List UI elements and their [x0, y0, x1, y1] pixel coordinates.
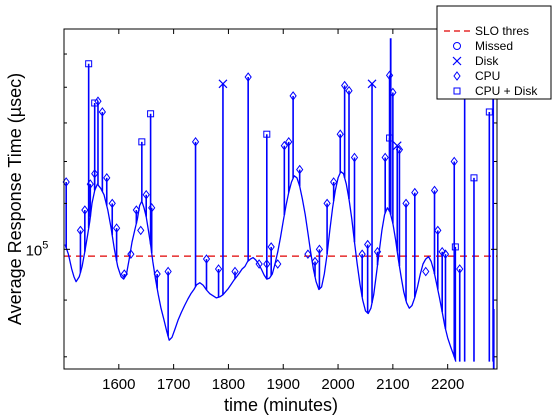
diamond-marker	[112, 223, 121, 233]
x-tick-label: 1600	[102, 376, 135, 393]
y-tick-label: 105	[26, 239, 49, 259]
square-marker	[147, 110, 155, 118]
legend-entry: CPU	[453, 69, 500, 83]
legend-label: CPU + Disk	[475, 84, 538, 98]
diamond-marker	[289, 91, 297, 101]
x-tick-label: 1900	[267, 376, 300, 393]
x-marker	[367, 79, 377, 89]
diamond-marker	[81, 205, 89, 215]
diamond-marker	[450, 156, 458, 167]
diamond-marker	[456, 264, 464, 274]
square-marker	[386, 134, 394, 142]
diamond-marker	[255, 259, 263, 269]
diamond-marker	[202, 254, 211, 264]
diamond-marker	[280, 140, 288, 151]
diamond-marker	[434, 225, 442, 236]
square-marker	[470, 174, 478, 182]
x-axis-title: time (minutes)	[224, 395, 338, 415]
legend-diamond-swatch	[453, 71, 461, 81]
diamond-marker	[381, 152, 389, 163]
diamond-marker	[98, 107, 106, 117]
diamond-marker	[345, 85, 353, 96]
diamond-marker	[127, 249, 135, 259]
diamond-marker	[244, 72, 252, 82]
legend-label: Missed	[475, 39, 513, 53]
y-axis-title: Average Response Time (µsec)	[5, 73, 25, 325]
diamond-marker	[350, 152, 359, 163]
diamond-marker	[411, 187, 419, 198]
diamond-marker	[438, 246, 446, 257]
diamond-marker	[132, 205, 140, 215]
legend-box	[436, 5, 552, 100]
diamond-marker	[304, 249, 312, 259]
legend-label: Disk	[475, 54, 499, 68]
diamond-marker	[108, 198, 116, 209]
x-tick-label: 2100	[376, 376, 409, 393]
diamond-marker	[441, 249, 450, 259]
x-tick-label: 1700	[157, 376, 190, 393]
x-marker-stroke-b	[392, 141, 402, 151]
legend-label: SLO thres	[475, 24, 529, 38]
x-marker	[392, 141, 402, 151]
legend-entry: CPU + Disk	[453, 84, 538, 98]
x-marker-stroke-b	[218, 79, 228, 89]
square-marker	[85, 60, 93, 68]
diamond-marker	[76, 225, 85, 236]
diamond-marker	[274, 259, 282, 269]
diamond-marker	[164, 266, 172, 277]
diamond-marker	[148, 202, 156, 213]
response-time-line	[64, 170, 457, 362]
square-marker	[451, 243, 459, 251]
diamond-marker	[373, 246, 382, 257]
x-tick-label: 2000	[321, 376, 354, 393]
diamond-marker	[315, 244, 324, 255]
x-marker	[218, 79, 228, 89]
diamond-marker	[336, 129, 344, 140]
legend-circle-swatch	[453, 42, 461, 50]
diamond-marker	[422, 266, 430, 277]
x-tick-label: 1800	[212, 376, 245, 393]
diamond-marker	[430, 185, 439, 196]
x-axis-ticks: 1600 1700 1800 1900 2000 2100 2200	[102, 29, 464, 393]
diamond-marker	[358, 249, 366, 259]
diamond-marker	[323, 198, 331, 209]
axes-frame	[63, 28, 498, 370]
diamond-marker	[103, 173, 111, 183]
diamond-marker	[330, 177, 338, 187]
y-axis-ticks: 105	[26, 53, 497, 358]
diamond-marker	[285, 137, 293, 147]
diamond-marker	[364, 239, 372, 250]
square-marker	[138, 138, 146, 146]
legend-x-swatch	[452, 56, 462, 66]
diamond-marker	[214, 264, 223, 274]
legend-x-swatch-stroke-b	[452, 56, 462, 66]
diamond-marker	[120, 269, 128, 279]
legend-entry: Disk	[452, 54, 499, 68]
diamond-marker	[296, 164, 304, 175]
square-marker	[91, 99, 99, 107]
diamond-marker	[402, 198, 410, 209]
diamond-marker	[153, 269, 161, 279]
x-marker-stroke-b	[367, 79, 377, 89]
diamond-marker	[231, 266, 239, 277]
legend-square-swatch	[453, 87, 461, 95]
diamond-marker	[267, 242, 275, 252]
legend-entry: Missed	[453, 39, 513, 53]
diamond-marker	[385, 70, 394, 81]
diamond-marker	[311, 256, 319, 267]
diamond-marker	[142, 189, 150, 200]
diamond-marker	[191, 137, 200, 147]
diamond-marker	[395, 144, 404, 155]
diamond-marker	[137, 225, 145, 236]
legend-entry: SLO thres	[444, 24, 529, 38]
x-tick-label: 2200	[431, 376, 464, 393]
square-marker	[263, 130, 271, 138]
diamond-marker	[341, 80, 349, 91]
legend-label: CPU	[475, 69, 500, 83]
